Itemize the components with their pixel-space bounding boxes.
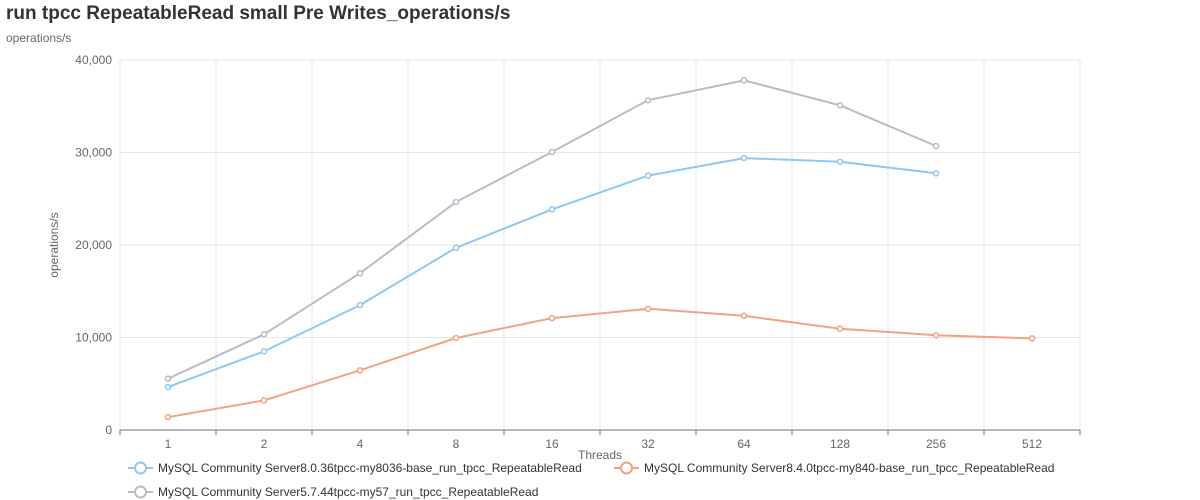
legend-label: MySQL Community Server5.7.44tpcc-my57_ru… bbox=[158, 485, 538, 499]
data-point[interactable] bbox=[836, 325, 844, 332]
series-3 bbox=[164, 77, 940, 382]
series-line bbox=[167, 307, 1033, 419]
series-line bbox=[167, 157, 937, 388]
data-point[interactable] bbox=[836, 102, 844, 109]
y-tick-label: 40,000 bbox=[75, 53, 112, 67]
legend-marker-icon bbox=[620, 461, 633, 475]
x-tick-label: 32 bbox=[641, 437, 655, 451]
data-point[interactable] bbox=[164, 413, 172, 421]
data-point[interactable] bbox=[836, 158, 844, 165]
x-tick-label: 8 bbox=[453, 437, 460, 451]
x-tick-label: 1 bbox=[165, 437, 172, 451]
data-point[interactable] bbox=[164, 375, 172, 382]
x-tick-label: 128 bbox=[830, 437, 850, 451]
data-point[interactable] bbox=[452, 334, 460, 342]
legend-item[interactable]: MySQL Community Server5.7.44tpcc-my57_ru… bbox=[128, 485, 538, 499]
data-point[interactable] bbox=[932, 170, 940, 177]
x-tick-label: 256 bbox=[926, 437, 946, 451]
data-point[interactable] bbox=[740, 312, 748, 320]
x-axis-label: Threads bbox=[578, 448, 622, 462]
legend-item[interactable]: MySQL Community Server8.0.36tpcc-my8036-… bbox=[128, 461, 582, 475]
data-point[interactable] bbox=[932, 331, 940, 339]
data-point[interactable] bbox=[452, 244, 460, 252]
y-tick-label: 0 bbox=[105, 423, 112, 437]
series-1 bbox=[164, 154, 940, 391]
x-tick-label: 512 bbox=[1022, 437, 1042, 451]
y-tick-label: 10,000 bbox=[75, 331, 112, 345]
data-point[interactable] bbox=[740, 154, 748, 162]
data-point[interactable] bbox=[740, 77, 748, 84]
data-point[interactable] bbox=[356, 367, 364, 374]
x-tick-label: 64 bbox=[737, 437, 751, 451]
y-axis-label: operations/s bbox=[47, 212, 61, 277]
series-group bbox=[164, 77, 1036, 421]
legend-item[interactable]: MySQL Community Server8.4.0tpcc-my840-ba… bbox=[614, 461, 1054, 475]
data-point[interactable] bbox=[260, 397, 268, 404]
axes: 0 10,000 20,000 30,000 40,000 1 2 4 8 16 32 64 128 25… bbox=[75, 53, 1081, 451]
data-point[interactable] bbox=[548, 206, 556, 213]
data-point[interactable] bbox=[932, 142, 940, 150]
y-tick-label: 30,000 bbox=[75, 146, 112, 160]
x-tick-label: 2 bbox=[261, 437, 268, 451]
data-point[interactable] bbox=[164, 383, 172, 391]
y-tick-label: 20,000 bbox=[75, 238, 112, 252]
data-point[interactable] bbox=[260, 331, 268, 338]
data-point[interactable] bbox=[644, 172, 652, 179]
data-point[interactable] bbox=[452, 198, 460, 206]
legend[interactable]: MySQL Community Server8.0.36tpcc-my8036-… bbox=[128, 461, 1054, 499]
data-point[interactable] bbox=[644, 96, 652, 104]
series-line bbox=[167, 79, 937, 380]
data-point[interactable] bbox=[548, 148, 556, 156]
data-point[interactable] bbox=[260, 348, 268, 355]
legend-marker-icon bbox=[134, 485, 147, 499]
series-2 bbox=[164, 305, 1036, 421]
grid-lines bbox=[119, 59, 1081, 430]
data-point[interactable] bbox=[548, 314, 556, 322]
legend-marker-icon bbox=[134, 461, 147, 475]
chart-subtitle: operations/s bbox=[6, 31, 72, 45]
x-tick-label: 4 bbox=[357, 437, 364, 451]
data-point[interactable] bbox=[356, 301, 364, 309]
legend-label: MySQL Community Server8.4.0tpcc-my840-ba… bbox=[644, 461, 1054, 475]
data-point[interactable] bbox=[644, 305, 652, 313]
chart-title: run tpcc RepeatableRead small Pre Writes… bbox=[6, 3, 511, 24]
data-point[interactable] bbox=[1028, 335, 1036, 342]
legend-label: MySQL Community Server8.0.36tpcc-my8036-… bbox=[158, 461, 582, 475]
data-point[interactable] bbox=[356, 269, 364, 277]
x-tick-label: 16 bbox=[545, 437, 559, 451]
